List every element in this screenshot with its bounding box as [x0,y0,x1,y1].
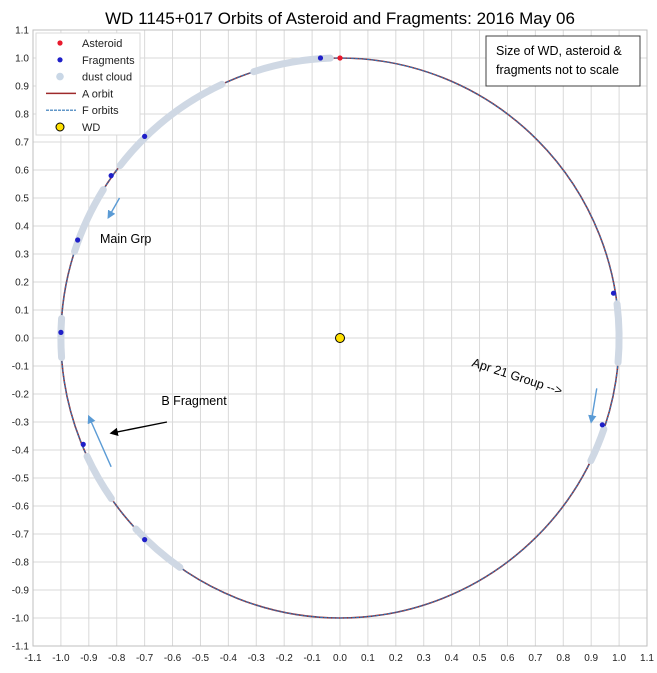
legend-swatch [56,72,64,81]
y-tick-label: 0.0 [15,334,29,345]
data-points [58,55,617,543]
scale-note-text: Size of WD, asteroid & [496,44,622,58]
annotation-label: B Fragment [161,394,227,408]
y-tick-label: 0.4 [15,222,29,233]
x-tick-label: 0.9 [584,653,598,664]
x-tick-label: -0.7 [136,653,154,664]
y-tick-label: -1.0 [12,614,30,625]
fragment-point [108,173,114,179]
x-tick-label: 0.6 [501,653,515,664]
x-tick-label: -0.9 [80,653,98,664]
scale-note: Size of WD, asteroid & fragments not to s… [485,35,641,87]
legend-label: F orbits [82,105,119,117]
x-tick-label: -0.6 [164,653,182,664]
x-tick-label: 0.2 [389,653,403,664]
fragment-point [317,55,324,61]
y-tick-label: 1.1 [15,26,29,37]
fragment-point [599,422,605,428]
x-tick-label: -0.3 [248,653,266,664]
annotation-arrow [107,197,121,220]
legend-label: WD [82,122,100,134]
x-tick-label: 0.7 [528,653,542,664]
y-tick-label: -0.9 [12,586,30,597]
x-tick-label: 1.1 [640,653,654,664]
dust-cloud-arc [71,186,107,255]
y-tick-label: -0.4 [12,446,30,457]
fragment-point [610,290,617,296]
fragment-point [58,329,64,335]
legend: Asteroid Fragments dust cloud A orbit F orbi… [35,32,141,136]
y-tick-label: 0.7 [15,138,29,149]
legend-label: Fragments [82,55,135,67]
annotation-label: Main Grp [100,232,151,246]
x-tick-label: 1.0 [612,653,626,664]
y-tick-label: 0.3 [15,250,29,261]
y-tick-label: -0.2 [12,390,30,401]
y-tick-label: -0.1 [12,362,30,373]
y-tick-label: 0.1 [15,306,29,317]
x-tick-label: -0.8 [108,653,126,664]
x-tick-label: -1.0 [52,653,70,664]
x-tick-label: 0.8 [556,653,570,664]
dust-cloud-arc [116,80,226,170]
dust-clouds [57,54,623,571]
legend-label: A orbit [82,88,113,100]
x-tick-label: -1.1 [24,653,42,664]
x-tick-label: 0.1 [361,653,375,664]
x-tick-label: -0.4 [220,653,238,664]
x-axis-ticks: -1.1 -1.0 -0.9 -0.8 -0.7 -0.6 -0.5 -0.4 -0.3 -0.2… [24,653,654,664]
x-tick-label: -0.1 [303,653,321,664]
y-tick-label: 0.6 [15,166,29,177]
annotation-arrow [109,421,168,436]
y-axis-ticks: 1.1 1.0 0.9 0.8 0.7 0.6 0.5 0.4 0.3 0.2 0.1 0.0 -0.1… [12,26,30,653]
legend-label: Asteroid [82,38,122,50]
annotation-arrow [87,414,112,468]
arrows [87,197,598,468]
y-tick-label: 0.2 [15,278,29,289]
asteroid-point [337,55,343,61]
fragment-point [142,537,148,543]
dust-cloud-arc [132,525,184,571]
dust-cloud-arc [83,452,115,503]
legend-box [35,32,141,136]
x-tick-label: 0.5 [473,653,487,664]
y-tick-label: -0.6 [12,502,30,513]
y-tick-label: -0.7 [12,530,30,541]
y-tick-label: 0.8 [15,110,29,121]
y-tick-label: 1.0 [15,54,29,65]
dust-cloud-arc [613,300,623,366]
legend-swatch [57,57,63,63]
dust-cloud-arc [57,314,66,362]
legend-label: dust cloud [82,72,132,84]
scale-note-text: fragments not to scale [496,63,619,77]
x-tick-label: -0.5 [192,653,210,664]
y-tick-label: 0.5 [15,194,29,205]
y-tick-label: -0.5 [12,474,30,485]
dust-cloud-arc [587,425,608,465]
chart-title: WD 1145+017 Orbits of Asteroid and Fragm… [105,9,575,28]
x-tick-label: -0.2 [276,653,294,664]
x-tick-label: 0.0 [333,653,347,664]
annotations: Main Grp B Fragment Apr 21 Group --> [100,232,564,408]
y-tick-label: -1.1 [12,642,30,653]
x-tick-label: 0.3 [417,653,431,664]
wd-marker [335,333,345,343]
plot-border [32,29,648,647]
annotation-label: Apr 21 Group --> [470,356,564,398]
y-tick-label: 0.9 [15,82,29,93]
legend-swatch [57,40,63,46]
scale-note-box [485,35,641,87]
x-tick-label: 0.4 [445,653,459,664]
fragment-point [142,133,148,139]
fragment-point [75,237,81,243]
legend-swatch [55,122,65,132]
fragment-point [80,441,86,447]
y-tick-label: -0.8 [12,558,30,569]
annotation-arrow [588,388,598,424]
y-tick-label: -0.3 [12,418,30,429]
dust-cloud-arc [250,54,334,76]
